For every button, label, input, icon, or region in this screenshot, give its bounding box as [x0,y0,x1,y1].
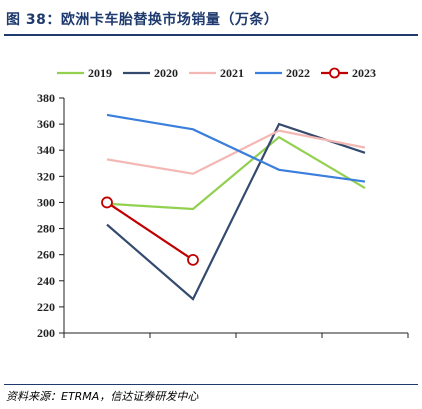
series-line-2022 [106,113,366,183]
y-tick-label: 360 [37,117,55,131]
data-point-2023 [101,196,113,209]
source-note: 资料来源：ETRMA，信达证券研发中心 [6,390,199,403]
y-tick-label: 380 [37,91,55,105]
axes: 200220240260280300320340360380Q1Q2Q3Q4 [37,91,409,340]
y-tick-label: 280 [37,222,55,236]
y-tick-label: 260 [37,248,55,262]
y-tick-label: 240 [37,274,55,288]
legend-label-2020: 2020 [154,66,178,80]
title-rule [4,34,418,36]
series-line-2021 [106,129,366,175]
series-line-2023 [106,201,194,261]
line-chart: 2019 2020 2021 2022 2023 200 220 240 260 280 300 3… [37,66,409,340]
y-tick-label: 220 [37,300,55,314]
source-rule [4,384,418,385]
data-point-2023 [187,253,199,266]
y-tick-label: 300 [37,195,55,209]
legend-label-2019: 2019 [88,66,112,80]
legend-label-2022: 2022 [286,66,310,80]
chart-title: 图 38：欧洲卡车胎替换市场销量（万条） [6,12,279,28]
legend-label-2023: 2023 [352,66,376,80]
legend-marker-2023 [329,67,340,79]
legend: 2019 2020 2021 2022 2023 [57,66,376,80]
y-tick-label: 200 [37,326,55,340]
series-line-2019 [106,135,366,211]
y-tick-label: 340 [37,143,55,157]
y-tick-label: 320 [37,169,55,183]
legend-label-2021: 2021 [220,66,244,80]
plot-area [101,113,366,301]
